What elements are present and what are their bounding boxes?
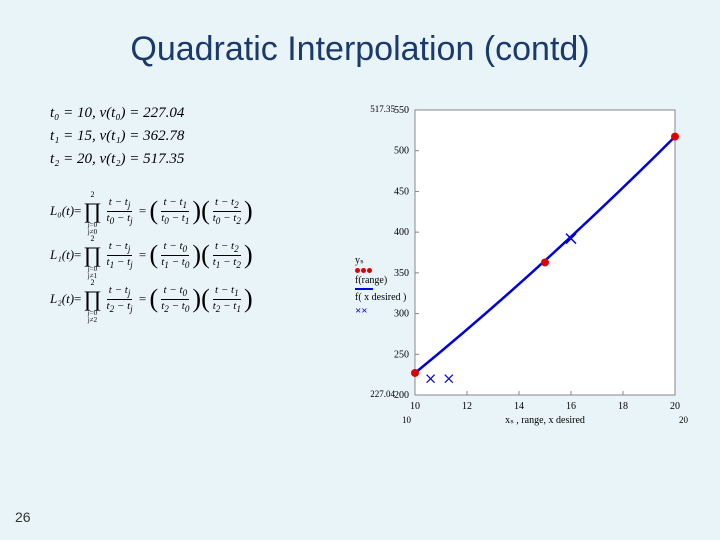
eq-t2: t₂ = 20, v(t₂) = 517.35 xyxy=(50,151,253,168)
lagr-L2: L₂(t) = ∏2j=0j≠2 t − tjt2 − tj = t − t0t… xyxy=(50,284,253,314)
svg-text:10: 10 xyxy=(410,401,420,412)
lagrange-block: L₀(t) = ∏2j=0j≠0 t − tjt0 − tj = t − t1t… xyxy=(50,196,253,314)
svg-text:20: 20 xyxy=(670,401,680,412)
svg-text:300: 300 xyxy=(394,309,409,320)
page-number: 26 xyxy=(15,509,31,525)
svg-text:16: 16 xyxy=(566,401,576,412)
svg-text:14: 14 xyxy=(514,401,524,412)
svg-text:517.35: 517.35 xyxy=(370,104,395,114)
svg-text:18: 18 xyxy=(618,401,628,412)
svg-text:10: 10 xyxy=(402,415,412,425)
svg-text:12: 12 xyxy=(462,401,472,412)
lagr-L0: L₀(t) = ∏2j=0j≠0 t − tjt0 − tj = t − t1t… xyxy=(50,196,253,226)
svg-text:500: 500 xyxy=(394,146,409,157)
svg-text:20: 20 xyxy=(679,415,689,425)
svg-text:550: 550 xyxy=(394,105,409,116)
svg-text:400: 400 xyxy=(394,227,409,238)
svg-text:350: 350 xyxy=(394,268,409,279)
eq-t0: t₀ = 10, v(t₀) = 227.04 xyxy=(50,105,253,122)
lagr-L1: L₁(t) = ∏2j=0j≠1 t − tjt1 − tj = t − t0t… xyxy=(50,240,253,270)
interpolation-chart: 200 250 300 350 400 450 500 550 10 12 14 16 18 20 xₛ ,… xyxy=(345,95,690,435)
svg-text:250: 250 xyxy=(394,349,409,360)
eq-t1: t₁ = 15, v(t₁) = 362.78 xyxy=(50,128,253,145)
svg-text:450: 450 xyxy=(394,186,409,197)
slide-title: Quadratic Interpolation (contd) xyxy=(0,0,720,69)
svg-text:227.04: 227.04 xyxy=(370,389,395,399)
equations-block: t₀ = 10, v(t₀) = 227.04 t₁ = 15, v(t₁) =… xyxy=(50,105,253,328)
svg-text:xₛ , range, x desired: xₛ , range, x desired xyxy=(505,415,585,426)
svg-text:200: 200 xyxy=(394,390,409,401)
